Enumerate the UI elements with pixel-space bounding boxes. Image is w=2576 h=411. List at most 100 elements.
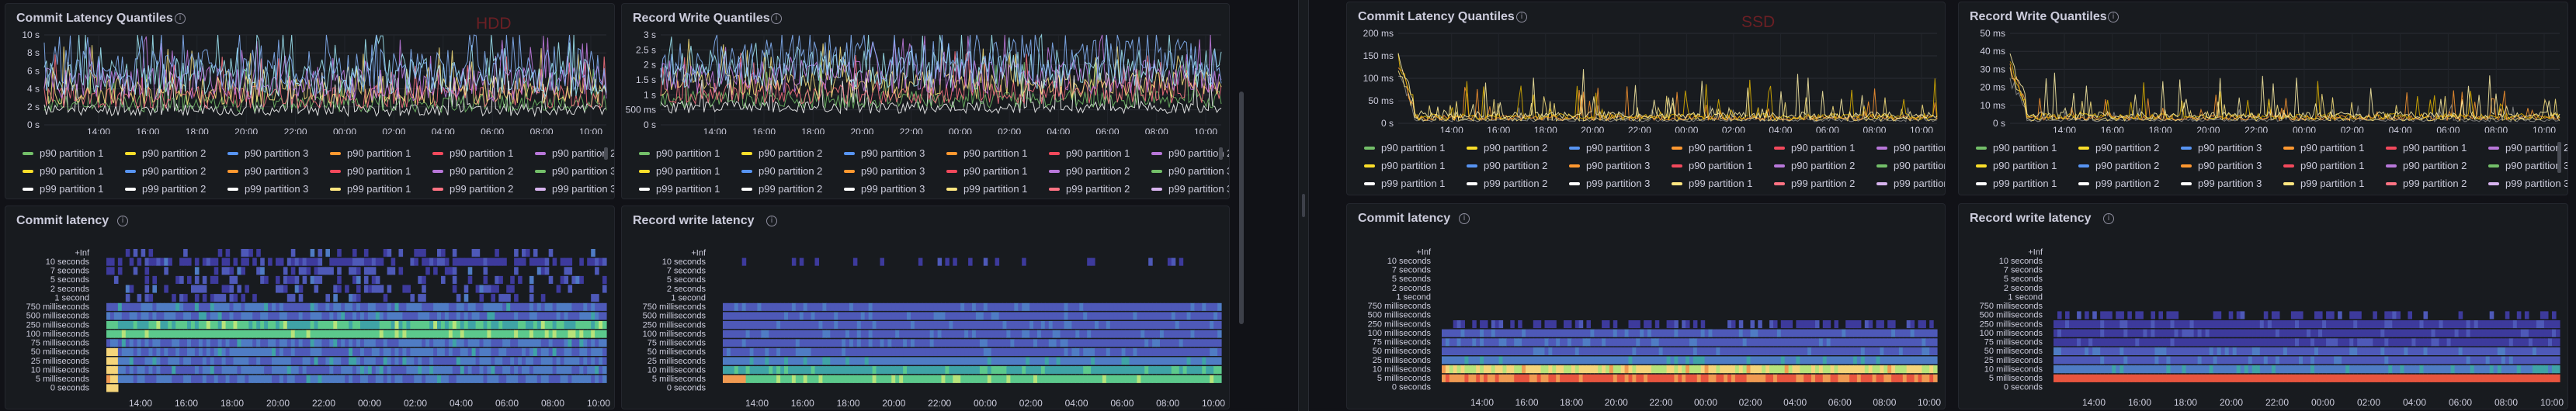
legend-item[interactable]: p99 partition 1 <box>2283 178 2364 189</box>
panel-record-write-heatmap[interactable]: Record write latency i +Inf 10 seconds 7 s… <box>621 206 1230 409</box>
legend-item[interactable]: p99 partition 1 <box>946 183 1027 195</box>
legend-item[interactable]: p90 partition 3 <box>844 147 925 159</box>
legend-item[interactable]: p99 partition 1 <box>1364 178 1445 189</box>
legend-scrollbar[interactable] <box>1219 147 1223 160</box>
legend-item[interactable]: p99 partition 2 <box>2078 178 2159 189</box>
legend-item[interactable]: p90 partition 2 <box>2386 160 2467 171</box>
legend-item[interactable]: p99 partition 3 <box>227 183 308 195</box>
legend-item[interactable]: p90 partition 1 <box>23 165 103 177</box>
divider-grip[interactable] <box>1302 194 1305 217</box>
page-scrollbar[interactable] <box>1239 92 1244 324</box>
legend-item[interactable]: p90 partition 2 <box>1049 165 1130 177</box>
legend-item[interactable]: p99 partition 3 <box>2181 178 2262 189</box>
panel-commit-latency-heatmap[interactable]: Commit latency i +Inf 10 seconds 7 seconds… <box>5 206 615 409</box>
legend-item[interactable]: p99 partition 1 <box>1976 178 2057 189</box>
legend-item[interactable]: p90 partition 3 <box>1569 160 1650 171</box>
legend-item[interactable]: p90 partition 2 <box>2488 142 2567 154</box>
legend-item[interactable]: p90 partition 1 <box>1364 160 1445 171</box>
legend-item[interactable]: p90 partition 2 <box>2078 160 2159 171</box>
legend-item[interactable]: p99 partition 1 <box>1672 178 1752 189</box>
legend-item[interactable]: p90 partition 1 <box>1364 142 1445 154</box>
legend-item[interactable]: p99 partition 2 <box>125 183 206 195</box>
info-icon[interactable]: i <box>2108 12 2119 22</box>
legend-item[interactable]: p90 partition 2 <box>1876 142 1945 154</box>
legend-item[interactable]: p90 partition 3 <box>844 165 925 177</box>
legend-item[interactable]: p90 partition 3 <box>227 147 308 159</box>
legend-item[interactable]: p99 partition 2 <box>432 183 513 195</box>
info-icon[interactable]: i <box>766 216 777 226</box>
legend-item[interactable]: p99 partition 3 <box>1569 178 1650 189</box>
legend-item[interactable]: p90 partition 2 <box>125 165 206 177</box>
legend-item[interactable]: p90 partition 1 <box>23 147 103 159</box>
legend-item[interactable]: p90 partition 1 <box>1672 142 1752 154</box>
legend-scrollbar[interactable] <box>604 147 608 160</box>
legend-item[interactable]: p90 partition 3 <box>2181 142 2262 154</box>
legend-item[interactable]: p90 partition 2 <box>741 165 822 177</box>
legend-item[interactable]: p90 partition 1 <box>2283 142 2364 154</box>
panel-record-write-quantiles[interactable]: Record Write Quantiles i 50 ms 40 ms 30 ms… <box>1958 2 2568 195</box>
legend-item[interactable]: p99 partition 3 <box>1876 178 1945 189</box>
legend-item[interactable]: p90 partition 2 <box>432 165 513 177</box>
legend-item[interactable]: p90 partition 2 <box>2078 142 2159 154</box>
legend-item[interactable]: p90 partition 1 <box>1976 142 2057 154</box>
legend-item[interactable]: p99 partition 1 <box>330 183 411 195</box>
legend-item[interactable]: p90 partition 3 <box>1569 142 1650 154</box>
info-icon[interactable]: i <box>771 13 782 24</box>
panel-record-write-heatmap[interactable]: Record write latency i +Inf 10 seconds 7 s… <box>1958 203 2568 409</box>
legend-item[interactable]: p99 partition 3 <box>535 183 614 195</box>
legend-item[interactable]: p90 partition 3 <box>1151 165 1229 177</box>
legend-item[interactable]: p90 partition 1 <box>432 147 513 159</box>
timeseries-chart[interactable]: 10 s8 s6 s4 s2 s0 s14:00 16:00 18:00 20:00 2… <box>5 29 615 134</box>
info-icon[interactable]: i <box>1516 12 1527 22</box>
legend-item[interactable]: p90 partition 3 <box>535 165 614 177</box>
legend-item[interactable]: p99 partition 2 <box>741 183 822 195</box>
legend-item[interactable]: p99 partition 3 <box>2488 178 2567 189</box>
legend-item[interactable]: p99 partition 2 <box>1467 178 1547 189</box>
info-icon[interactable]: i <box>117 216 128 226</box>
legend-item[interactable]: p90 partition 1 <box>2283 160 2364 171</box>
legend-item[interactable]: p90 partition 3 <box>2181 160 2262 171</box>
legend-item[interactable]: p90 partition 2 <box>1774 160 1855 171</box>
legend-item[interactable]: p90 partition 3 <box>227 165 308 177</box>
legend-item[interactable]: p90 partition 2 <box>125 147 206 159</box>
legend-item[interactable]: p90 partition 1 <box>330 165 411 177</box>
legend-item[interactable]: p90 partition 2 <box>1151 147 1229 159</box>
panel-commit-latency-heatmap[interactable]: Commit latency i +Inf 10 seconds 7 seconds… <box>1346 203 1946 409</box>
legend-item[interactable]: p99 partition 2 <box>2386 178 2467 189</box>
split-divider[interactable] <box>1298 0 1309 411</box>
info-icon[interactable]: i <box>175 13 186 24</box>
panel-commit-latency-quantiles[interactable]: Commit Latency Quantiles i SSD 200 ms 150… <box>1346 2 1946 195</box>
legend-item[interactable]: p90 partition 3 <box>2488 160 2567 171</box>
info-icon[interactable]: i <box>2103 213 2114 224</box>
legend-item[interactable]: p90 partition 1 <box>1049 147 1130 159</box>
legend-item[interactable]: p99 partition 3 <box>844 183 925 195</box>
legend-item[interactable]: p90 partition 2 <box>535 147 614 159</box>
legend-item[interactable]: p90 partition 1 <box>330 147 411 159</box>
legend-item[interactable]: p90 partition 1 <box>1976 160 2057 171</box>
legend-item[interactable]: p90 partition 2 <box>1467 142 1547 154</box>
legend-item[interactable]: p99 partition 2 <box>1049 183 1130 195</box>
legend-item[interactable]: p90 partition 1 <box>946 147 1027 159</box>
legend-item[interactable]: p90 partition 2 <box>1467 160 1547 171</box>
legend-item[interactable]: p99 partition 2 <box>1774 178 1855 189</box>
legend-item[interactable]: p99 partition 3 <box>1151 183 1229 195</box>
legend-item[interactable]: p90 partition 2 <box>741 147 822 159</box>
legend-item[interactable]: p99 partition 1 <box>639 183 720 195</box>
legend-item[interactable]: p90 partition 1 <box>946 165 1027 177</box>
legend-item[interactable]: p99 partition 1 <box>23 183 103 195</box>
legend-item[interactable]: p90 partition 1 <box>2386 142 2467 154</box>
legend-item[interactable]: p90 partition 3 <box>1876 160 1945 171</box>
legend-item[interactable]: p90 partition 1 <box>1672 160 1752 171</box>
info-icon[interactable]: i <box>1459 213 1470 224</box>
legend-item[interactable]: p90 partition 1 <box>639 147 720 159</box>
legend-item[interactable]: p90 partition 1 <box>1774 142 1855 154</box>
